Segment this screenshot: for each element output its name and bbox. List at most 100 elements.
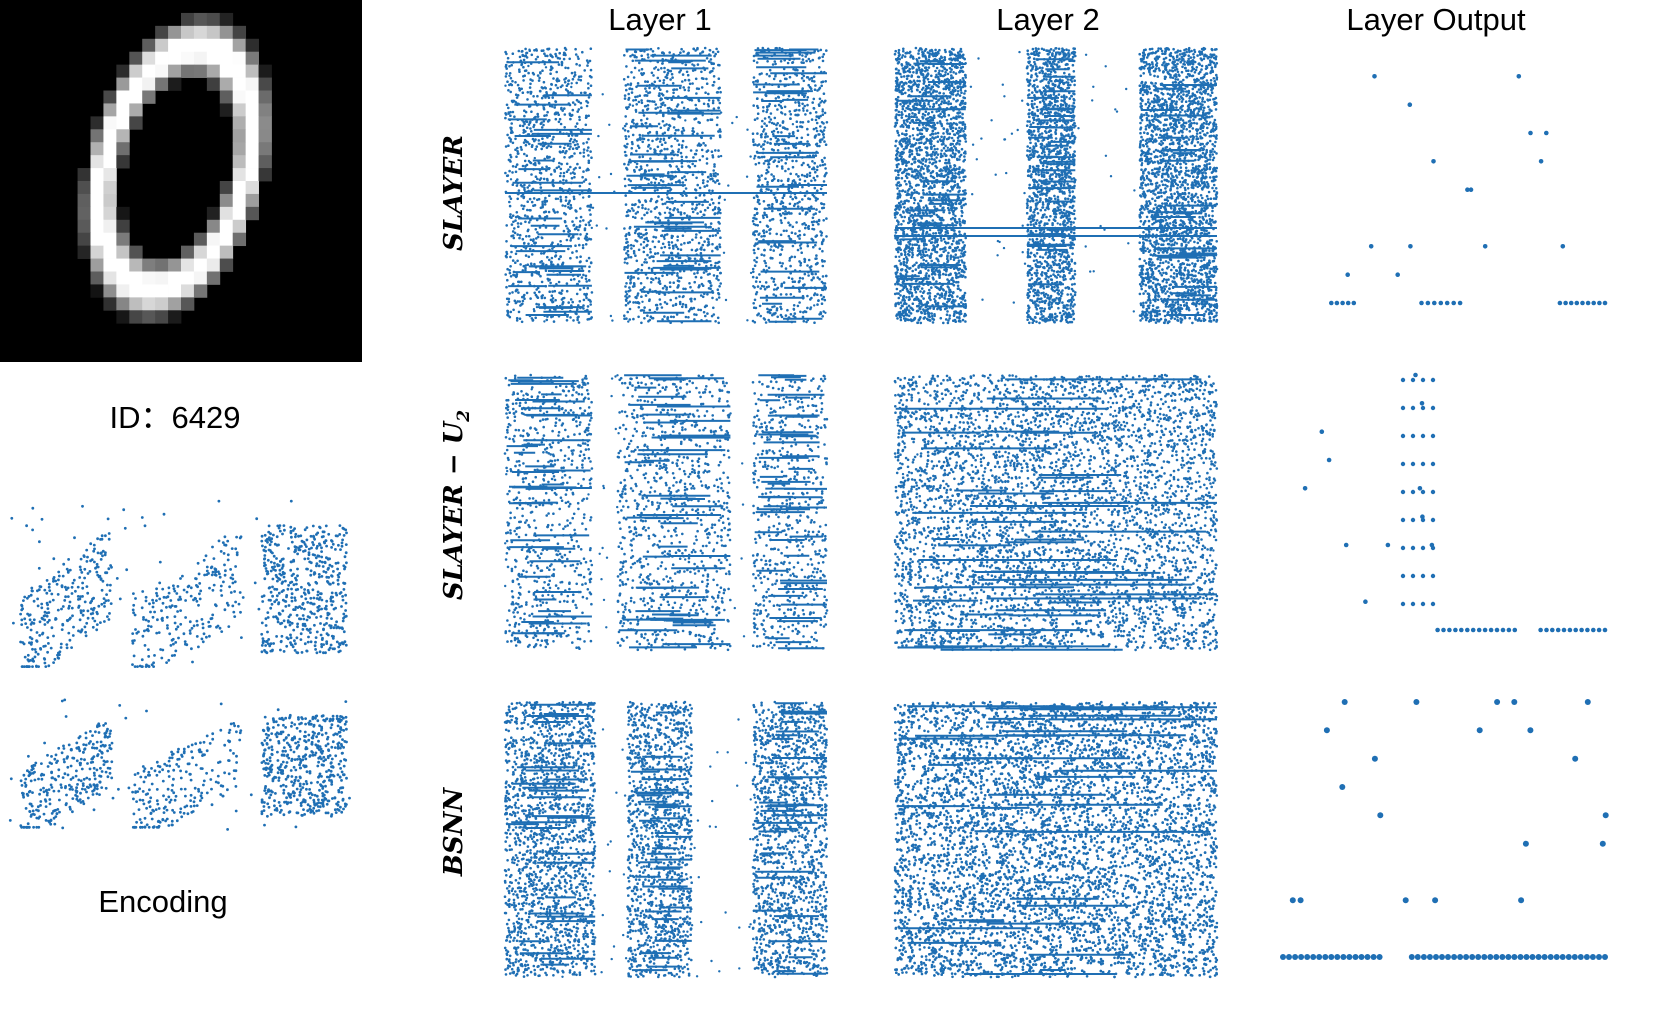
spike (640, 269, 643, 272)
spike (535, 228, 538, 231)
spike (569, 257, 572, 260)
encoding-spike (274, 569, 277, 572)
spike (534, 162, 537, 165)
encoding-spike (307, 636, 310, 639)
spike (685, 316, 688, 319)
encoding-spike (77, 779, 80, 782)
encoding-spike (195, 577, 198, 580)
digit-pixel (259, 116, 272, 129)
encoding-spike (330, 626, 333, 629)
spike (703, 103, 706, 106)
encoding-spike (174, 615, 177, 618)
encoding-spike (152, 602, 155, 605)
spike (633, 283, 636, 286)
spike (675, 129, 678, 132)
encoding-spike (265, 570, 268, 573)
spike (766, 73, 769, 76)
encoding-spike (205, 772, 208, 775)
spike (559, 240, 562, 243)
spike (531, 274, 534, 277)
spike (716, 298, 719, 301)
encoding-spike (343, 568, 346, 571)
encoding-spike (304, 593, 307, 596)
encoding-spike (71, 788, 74, 791)
encoding-spike (108, 744, 111, 747)
encoding-spike (270, 771, 273, 774)
spike (672, 151, 675, 154)
spike (528, 235, 531, 238)
encoding-spike (332, 718, 335, 721)
spike (543, 81, 546, 84)
encoding-spike (139, 818, 142, 821)
spike (660, 103, 663, 106)
spike (542, 145, 545, 148)
spike (529, 248, 532, 251)
encoding-spike (228, 731, 231, 734)
encoding-spike (310, 640, 313, 643)
encoding-spike (331, 797, 334, 800)
spike (580, 102, 583, 105)
encoding-spike (266, 722, 269, 725)
digit-pixel (220, 13, 233, 26)
spike (718, 285, 721, 288)
encoding-spike (312, 807, 315, 810)
encoding-spike (297, 744, 300, 747)
encoding-spike (101, 554, 104, 557)
spike (522, 300, 525, 303)
encoding-spike (158, 825, 161, 828)
encoding-spike (330, 604, 333, 607)
encoding-spike (231, 578, 234, 581)
encoding-spike (323, 780, 326, 783)
encoding-spike (337, 725, 340, 728)
encoding-spike (297, 606, 300, 609)
spike (522, 79, 525, 82)
spike (647, 240, 650, 243)
encoding-spike (100, 603, 103, 606)
spike (522, 208, 525, 211)
spike (711, 243, 714, 246)
spike (785, 314, 788, 317)
spike (629, 318, 632, 321)
encoding-spike (324, 785, 327, 788)
encoding-spike (92, 626, 95, 629)
encoding-spike (326, 580, 329, 583)
encoding-spike (299, 794, 302, 797)
encoding-spike (325, 600, 328, 603)
spike (667, 219, 670, 222)
spike (558, 52, 561, 55)
spike (541, 297, 544, 300)
spike (661, 51, 664, 54)
spike (624, 178, 627, 181)
spike (657, 195, 660, 198)
spike (701, 86, 704, 89)
spike (712, 234, 715, 237)
spike (700, 252, 703, 255)
encoding-spike (29, 773, 32, 776)
spike (659, 303, 662, 306)
encoding-spike (50, 762, 53, 765)
encoding-spike (300, 760, 303, 763)
encoding-spike (287, 757, 290, 760)
spike (505, 240, 508, 243)
encoding-spike (330, 596, 333, 599)
encoding-spike (284, 726, 287, 729)
encoding-spike (61, 700, 64, 703)
encoding-spike (339, 735, 342, 738)
encoding-spike (172, 753, 175, 756)
encoding-spike (339, 548, 342, 551)
encoding-spike (98, 793, 101, 796)
spike (662, 133, 665, 136)
encoding-spike (82, 614, 85, 617)
spike (644, 80, 647, 83)
spike (694, 153, 697, 156)
encoding-spike (335, 811, 338, 814)
spike (798, 301, 801, 304)
encoding-spike (337, 747, 340, 750)
spike (529, 127, 532, 130)
encoding-spike (233, 777, 236, 780)
spike (573, 172, 576, 175)
digit-pixel (207, 272, 220, 285)
encoding-spike (41, 518, 44, 521)
encoding-spike (32, 810, 35, 813)
spike (659, 106, 662, 109)
